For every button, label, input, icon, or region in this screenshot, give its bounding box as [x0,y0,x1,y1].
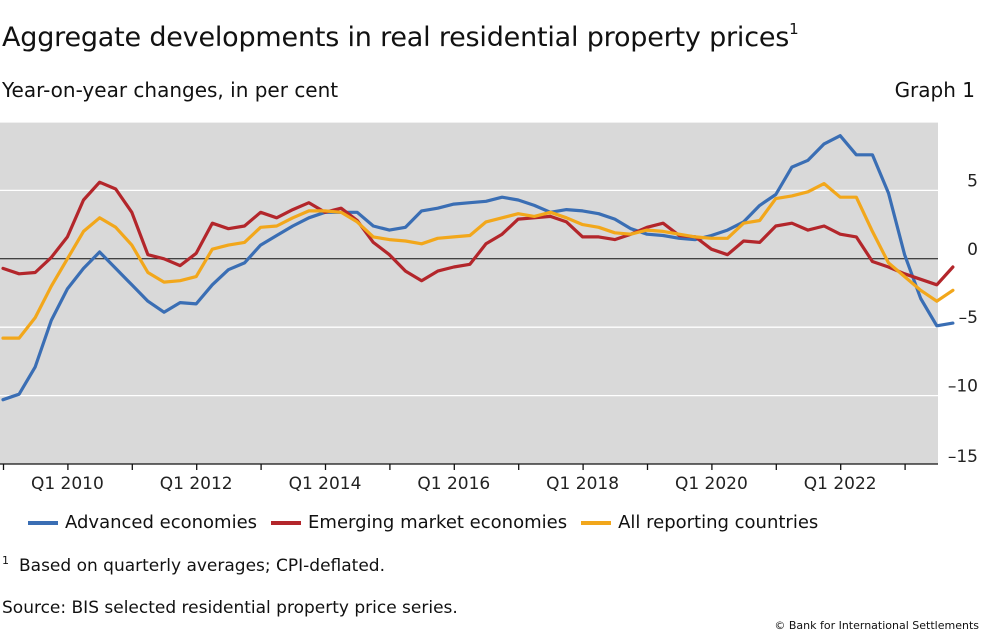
chart-subtitle: Year-on-year changes, in per cent [2,78,339,102]
series-line-1 [1,134,955,402]
legend-swatch [28,520,58,525]
y-tick-label: –5 [959,308,978,328]
chart-title: Aggregate developments in real residenti… [2,20,799,53]
chart-legend: Advanced economies Emerging market econom… [28,512,832,533]
chart-title-text: Aggregate developments in real residenti… [2,22,790,53]
legend-item-2: Emerging market economies [271,512,567,533]
series-line-2 [1,180,955,287]
legend-swatch [271,520,302,525]
y-tick-label: –15 [948,447,978,467]
x-tick-label: Q1 2012 [160,474,233,494]
x-tick-label: Q1 2010 [31,474,104,494]
x-tick-label: Q1 2020 [675,474,748,494]
x-tick-label: Q1 2014 [289,474,362,494]
y-tick-label: 5 [967,171,978,191]
legend-item-3: All reporting countries [581,512,818,533]
legend-label: All reporting countries [618,512,819,533]
footnote-mark: 1 [2,554,9,567]
copyright-notice: © Bank for International Settlements [774,619,979,632]
x-tick-label: Q1 2022 [804,474,877,494]
legend-item-1: Advanced economies [28,512,257,533]
legend-swatch [581,520,612,525]
footnote: 1 Based on quarterly averages; CPI-deflat… [2,554,385,576]
x-tick-label: Q1 2016 [417,474,490,494]
source-note: Source: BIS selected residential propert… [2,598,458,618]
title-footnote-mark: 1 [789,20,799,38]
plot-background [0,122,938,464]
y-tick-label: –10 [948,377,978,397]
x-tick-label: Q1 2018 [546,474,619,494]
series-line-3 [1,181,955,340]
legend-label: Emerging market economies [308,512,568,533]
line-chart: 5 0 –5 –10 –15 Q1 2010 Q1 2012 Q1 2014 Q1 2016 Q1… [0,121,978,494]
y-tick-label: 0 [967,240,978,260]
footnote-text: Based on quarterly averages; CPI-deflate… [19,556,385,576]
legend-label: Advanced economies [65,512,258,533]
graph-number-label: Graph 1 [894,78,975,102]
